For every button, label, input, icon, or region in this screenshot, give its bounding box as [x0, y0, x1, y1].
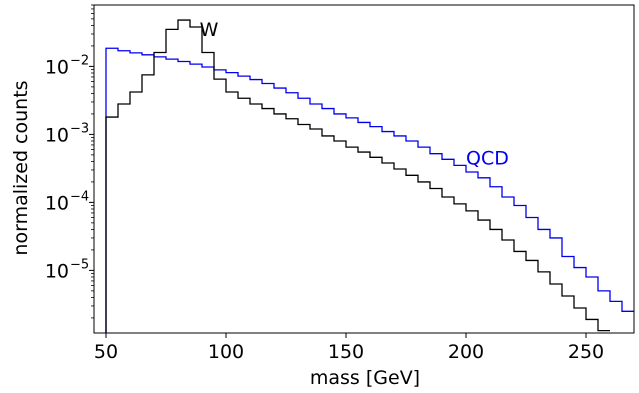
- x-tick-label: 150: [328, 341, 364, 363]
- y-tick-base: 10: [45, 192, 69, 214]
- y-tick-label: 10: [45, 192, 69, 214]
- plot-frame: [93, 4, 635, 334]
- y-tick-exponent: −5: [70, 257, 89, 272]
- y-tick-exponent: −4: [70, 189, 89, 204]
- y-tick-label: 10: [45, 124, 69, 146]
- y-axis-title: normalized counts: [10, 80, 32, 255]
- x-tick-label: 250: [568, 341, 604, 363]
- x-tick-label: 200: [448, 341, 484, 363]
- y-tick-base: 10: [45, 260, 69, 282]
- ticks-layer: [89, 4, 587, 338]
- y-tick-label: 10: [45, 260, 69, 282]
- y-tick-label: 10: [45, 56, 69, 78]
- series-label-qcd: QCD: [466, 148, 509, 170]
- y-tick-base: 10: [45, 124, 69, 146]
- x-tick-label: 50: [94, 341, 118, 363]
- y-tick-exponent: −2: [70, 53, 89, 68]
- y-tick-exponent: −3: [70, 121, 89, 136]
- series-line-w: [105, 19, 610, 333]
- series-line-qcd: [105, 47, 634, 333]
- series-layer: [105, 19, 634, 333]
- x-tick-label: 100: [208, 341, 244, 363]
- y-tick-base: 10: [45, 56, 69, 78]
- x-axis-title: mass [GeV]: [310, 367, 420, 388]
- series-label-w: W: [200, 19, 219, 41]
